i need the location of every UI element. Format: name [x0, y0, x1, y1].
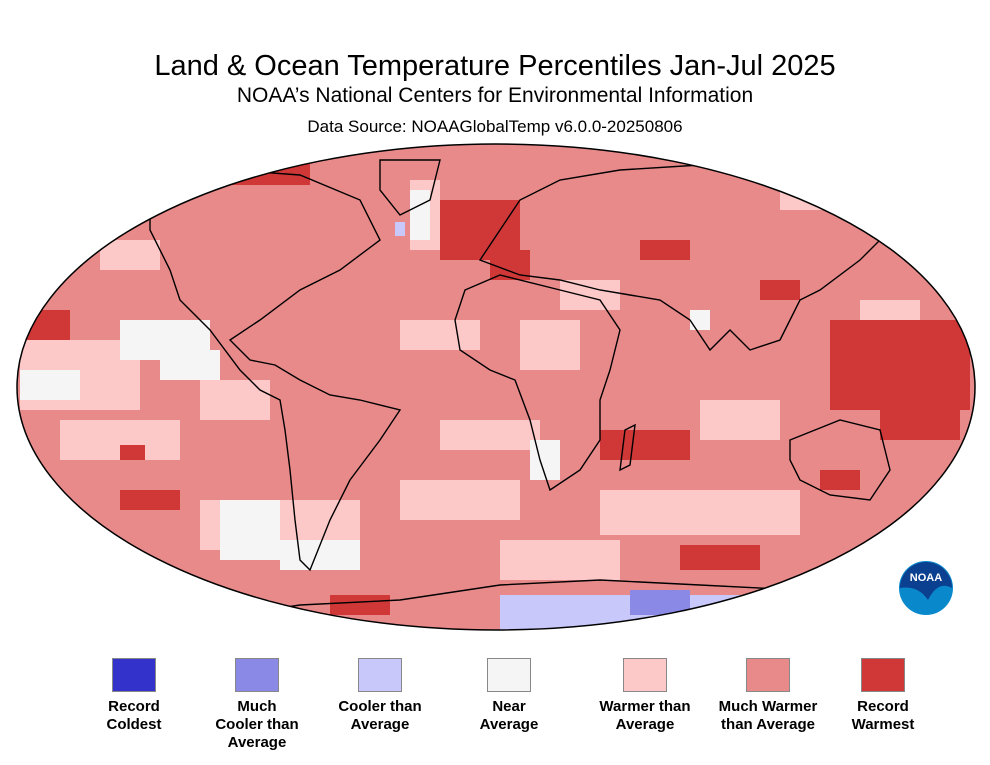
legend-swatch	[746, 658, 790, 692]
legend-item: Record Coldest	[69, 658, 199, 734]
legend-swatch	[487, 658, 531, 692]
legend-item: Near Average	[444, 658, 574, 734]
legend-item: Cooler than Average	[315, 658, 445, 734]
legend-label: Cooler than Average	[338, 698, 422, 733]
legend-swatch	[358, 658, 402, 692]
legend-swatch	[235, 658, 279, 692]
legend-label: Near Average	[479, 698, 539, 733]
map-title: Land & Ocean Temperature Percentiles Jan…	[154, 50, 836, 82]
legend-swatch	[112, 658, 156, 692]
globe-outline	[16, 143, 976, 631]
legend-item: Record Warmest	[818, 658, 948, 734]
map-subtitle: NOAA’s National Centers for Environmenta…	[236, 84, 754, 107]
data-source: Data Source: NOAAGlobalTemp v6.0.0-20250…	[307, 117, 683, 136]
legend-label: Warmer than Average	[599, 698, 691, 733]
legend-label: Record Coldest	[106, 698, 162, 733]
record-warmest-regions	[20, 160, 970, 615]
near-average-regions	[20, 190, 710, 620]
legend-item: Warmer than Average	[580, 658, 710, 734]
legend-swatch	[623, 658, 667, 692]
noaa-logo-text: NOAA	[910, 572, 942, 584]
legend-label: Much Cooler than Average	[215, 698, 299, 751]
legend-item: Much Warmer than Average	[703, 658, 833, 734]
legend-item: Much Cooler than Average	[192, 658, 322, 752]
legend-label: Record Warmest	[851, 698, 915, 733]
legend-label: Much Warmer than Average	[718, 698, 818, 733]
noaa-logo: NOAA	[898, 560, 954, 621]
legend-swatch	[861, 658, 905, 692]
